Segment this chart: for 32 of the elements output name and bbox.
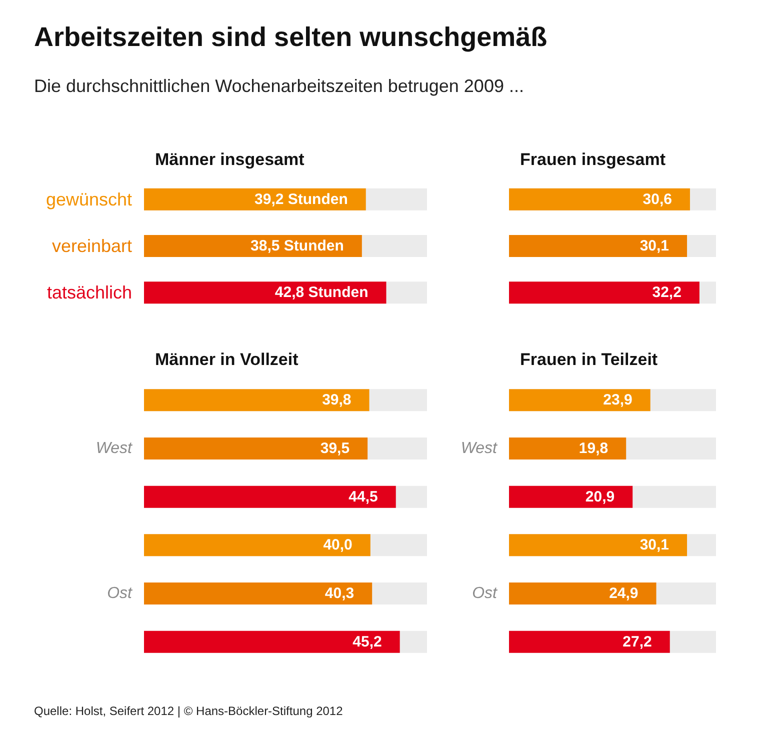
data-label: 40,3 [324, 585, 354, 602]
data-label: 39,5 [320, 440, 350, 457]
data-label: 44,5 [348, 488, 378, 506]
data-label: 39,2 Stunden [254, 190, 348, 208]
data-label: 32,2 [652, 284, 682, 302]
chart-title: Männer in Vollzeit [155, 350, 299, 369]
data-label: 24,9 [609, 585, 638, 602]
data-label: 27,2 [622, 633, 652, 650]
text: Die durchschnittlichen Wochenarbeitszeiten betrugen 2009 ... [34, 76, 524, 97]
y-tick-label: Ost [107, 585, 133, 602]
data-label: 39,8 [322, 392, 352, 409]
y-tick-label: West [96, 440, 133, 457]
chart-title: Frauen insgesamt [520, 150, 666, 169]
y-tick-label: tatsächlich [46, 282, 132, 303]
data-label: 30,6 [642, 190, 672, 208]
source-note: Quelle: Holst, Seifert 2012 | © Hans-Böckler-Stiftung 2012 [34, 704, 343, 718]
y-tick-label: vereinbart [52, 236, 132, 256]
data-label: 23,9 [603, 392, 632, 409]
text: Arbeitszeiten sind selten wunschgemäß [34, 22, 548, 53]
data-label: 19,8 [578, 440, 608, 457]
data-label: 20,9 [585, 488, 615, 506]
y-tick-label: West [460, 440, 498, 457]
data-label: 38,5 Stunden [250, 238, 344, 254]
data-label: 40,0 [323, 536, 352, 554]
data-label: 30,1 [640, 238, 670, 254]
chart-title: Frauen in Teilzeit [520, 350, 658, 369]
data-label: 30,1 [640, 536, 670, 554]
chart-title: Männer insgesamt [155, 150, 305, 169]
data-label: 42,8 Stunden [274, 284, 368, 302]
data-label: 45,2 [352, 633, 382, 650]
y-tick-label: gewünscht [46, 189, 132, 210]
y-tick-label: Ost [472, 585, 498, 602]
